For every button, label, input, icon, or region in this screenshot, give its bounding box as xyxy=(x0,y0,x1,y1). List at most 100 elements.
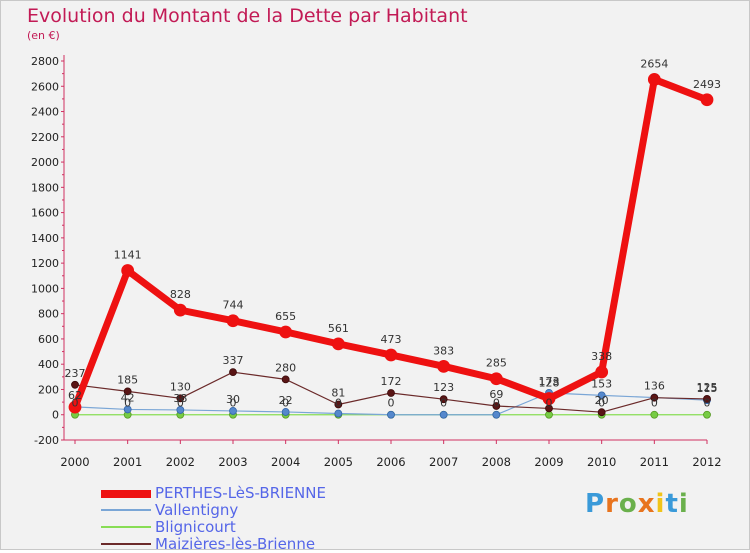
y-tick-label: 400 xyxy=(38,358,59,371)
data-label-2: 0 xyxy=(124,397,131,410)
x-tick-label: 2008 xyxy=(482,455,511,469)
data-point-3 xyxy=(71,380,79,389)
data-point-3 xyxy=(229,368,237,377)
logo-letter: i xyxy=(655,489,666,519)
data-label-0: 2654 xyxy=(640,57,668,70)
data-label-2: 0 xyxy=(388,397,395,410)
legend-item-1: Vallentigny xyxy=(101,502,421,519)
data-label-0: 338 xyxy=(591,350,612,363)
data-point-1 xyxy=(281,408,290,416)
legend-swatch xyxy=(101,490,151,498)
data-point-0 xyxy=(226,314,240,328)
data-point-3 xyxy=(703,395,711,403)
y-tick-label: 1800 xyxy=(31,181,59,194)
data-point-0 xyxy=(121,264,135,277)
legend-swatch xyxy=(101,526,151,528)
data-point-2 xyxy=(703,410,711,419)
y-tick-label: 2000 xyxy=(31,156,59,169)
data-point-1 xyxy=(176,406,185,414)
data-point-1 xyxy=(334,409,343,418)
x-tick-label: 2005 xyxy=(324,455,353,469)
data-label-3: 185 xyxy=(117,373,138,386)
y-tick-label: 0 xyxy=(52,409,59,422)
x-tick-label: 2012 xyxy=(692,455,721,469)
data-point-2 xyxy=(650,410,659,419)
data-label-2: 0 xyxy=(282,397,289,410)
data-point-1 xyxy=(123,405,132,414)
data-label-3: 172 xyxy=(381,375,402,388)
data-label-3: 20 xyxy=(595,394,609,407)
data-point-3 xyxy=(334,400,343,409)
data-label-1: 30 xyxy=(226,393,240,406)
legend-label: Maizières-lès-Brienne xyxy=(155,535,316,553)
data-label-1: 173 xyxy=(539,375,560,388)
x-tick-label: 2007 xyxy=(429,455,458,469)
data-label-1: 22 xyxy=(279,394,293,407)
data-label-3: 237 xyxy=(65,367,86,380)
y-tick-label: 2800 xyxy=(31,55,59,68)
data-point-0 xyxy=(68,400,82,414)
data-label-2: 0 xyxy=(177,397,184,410)
data-point-3 xyxy=(123,387,132,396)
legend-swatch xyxy=(101,543,151,545)
data-point-3 xyxy=(597,408,606,417)
data-point-3 xyxy=(650,393,659,402)
y-tick-label: 2400 xyxy=(31,106,59,119)
x-tick-label: 2010 xyxy=(587,455,616,469)
data-point-0 xyxy=(595,365,609,379)
y-tick-label: 600 xyxy=(38,333,59,346)
y-tick-label: 1200 xyxy=(31,257,59,270)
data-label-0: 561 xyxy=(328,322,349,335)
data-label-0: 828 xyxy=(170,288,191,301)
data-label-1: 42 xyxy=(121,391,135,404)
legend-item-2: Blignicourt xyxy=(101,519,421,536)
logo-letter: P xyxy=(585,489,606,519)
data-label-3: 130 xyxy=(170,380,191,393)
data-label-1: 136 xyxy=(644,380,665,393)
data-point-0 xyxy=(384,348,398,362)
data-point-3 xyxy=(439,395,448,404)
proxiti-logo: Proxiti xyxy=(585,489,689,519)
x-tick-label: 2006 xyxy=(376,455,405,469)
x-tick-label: 2002 xyxy=(166,455,195,469)
data-label-0: 655 xyxy=(275,310,296,323)
data-label-0: 473 xyxy=(381,333,402,346)
data-label-1: 38 xyxy=(173,392,187,405)
y-tick-label: 800 xyxy=(38,308,59,321)
logo-letter: r xyxy=(605,489,619,519)
legend-label: Blignicourt xyxy=(155,518,236,536)
data-point-0 xyxy=(279,325,293,339)
logo-letter: o xyxy=(618,489,638,519)
y-tick-label: -200 xyxy=(34,434,59,447)
data-point-0 xyxy=(647,73,661,86)
data-label-0: 285 xyxy=(486,357,507,370)
data-point-3 xyxy=(281,375,290,384)
x-tick-label: 2001 xyxy=(113,455,142,469)
data-label-2: 0 xyxy=(493,397,500,410)
data-label-3: 280 xyxy=(275,361,296,374)
data-label-3: 123 xyxy=(433,381,454,394)
logo-letter: x xyxy=(637,489,656,519)
y-tick-label: 1600 xyxy=(31,207,59,220)
data-point-0 xyxy=(700,93,714,107)
data-label-0: 383 xyxy=(433,344,454,357)
y-tick-label: 2600 xyxy=(31,80,59,93)
data-label-3: 81 xyxy=(331,387,345,400)
y-tick-label: 200 xyxy=(38,383,59,396)
y-tick-label: 1000 xyxy=(31,282,59,295)
data-point-3 xyxy=(176,394,185,403)
x-tick-label: 2004 xyxy=(271,455,300,469)
data-label-1: 153 xyxy=(591,377,612,390)
x-tick-label: 2000 xyxy=(60,455,89,469)
chart-title: Evolution du Montant de la Dette par Hab… xyxy=(27,5,468,27)
data-point-0 xyxy=(331,337,345,351)
data-point-1 xyxy=(229,407,237,415)
data-label-2: 0 xyxy=(335,397,342,410)
data-label-0: 2493 xyxy=(693,78,721,91)
data-point-1 xyxy=(439,410,448,419)
logo-letter: t xyxy=(665,489,679,519)
chart-subtitle: (en €) xyxy=(27,29,60,42)
data-label-0: 128 xyxy=(539,377,560,390)
data-label-3: 69 xyxy=(489,388,503,401)
